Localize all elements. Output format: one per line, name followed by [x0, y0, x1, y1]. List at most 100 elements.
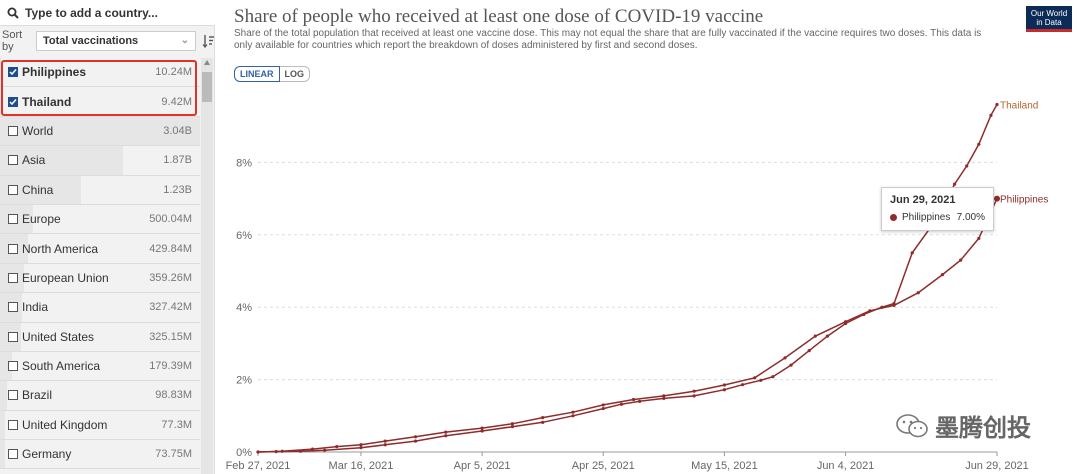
data-point [722, 383, 727, 387]
search-box[interactable] [0, 0, 215, 26]
data-point [541, 416, 545, 420]
data-point [335, 444, 339, 449]
data-point [280, 449, 284, 453]
data-point [740, 383, 745, 387]
country-row[interactable]: Germany 73.75M [0, 440, 200, 470]
country-row[interactable]: Brazil 98.83M [0, 381, 200, 411]
search-input[interactable] [25, 5, 205, 20]
country-row[interactable]: Asia 1.87B [0, 146, 200, 176]
country-row[interactable]: European Union 359.26M [0, 263, 200, 294]
country-checkbox[interactable] [8, 272, 18, 283]
country-name: United States [22, 329, 95, 344]
country-value: 9.42M [161, 95, 192, 108]
x-tick-label: Feb 27, 2021 [226, 460, 291, 472]
x-tick-label: Apr 25, 2021 [572, 460, 635, 472]
series-line [257, 104, 998, 453]
data-point [959, 258, 963, 262]
country-value: 327.42M [149, 301, 192, 314]
country-row[interactable]: World 3.04B [0, 116, 200, 147]
country-value: 73.75M [155, 448, 192, 461]
data-point [843, 321, 848, 326]
country-checkbox[interactable] [8, 449, 18, 460]
sort-label: Sort by [2, 29, 23, 53]
log-scale-button[interactable]: LOG [279, 66, 310, 82]
chart-subtitle: Share of the total population that recei… [234, 28, 982, 51]
data-point [862, 312, 866, 317]
tooltip-date: Jun 29, 2021 [890, 194, 956, 206]
country-name: Asia [22, 153, 46, 168]
country-checkbox[interactable] [8, 243, 18, 254]
linear-scale-button[interactable]: LINEAR [234, 66, 280, 82]
data-point [759, 378, 763, 382]
country-row[interactable]: North America 429.84M [0, 234, 200, 264]
data-point [783, 356, 787, 360]
scroll-up-arrow-icon[interactable] [204, 60, 210, 65]
series-end-label: Philippines [1000, 195, 1048, 206]
country-value: 325.15M [149, 330, 192, 343]
y-tick-label: 0% [236, 447, 252, 459]
data-point [753, 376, 757, 380]
data-point [631, 397, 636, 402]
country-name: World [22, 123, 54, 138]
data-point [256, 450, 260, 454]
data-point [977, 142, 981, 146]
x-tick-label: Mar 16, 2021 [329, 460, 394, 472]
country-row[interactable]: China 1.23B [0, 175, 200, 205]
data-point [807, 349, 811, 353]
data-point [298, 449, 303, 453]
y-tick-label: 8% [236, 157, 252, 169]
data-point [995, 197, 999, 201]
scroll-thumb[interactable] [202, 72, 212, 102]
data-point [383, 443, 387, 447]
value-bar [0, 58, 1, 87]
country-checkbox[interactable] [8, 390, 18, 401]
country-checkbox[interactable] [8, 302, 18, 313]
scale-toggle: LINEAR LOG [234, 66, 310, 82]
country-row[interactable]: Europe 500.04M [0, 204, 200, 235]
data-point [383, 439, 387, 443]
country-name: China [22, 182, 54, 197]
country-checkbox[interactable] [8, 184, 18, 195]
list-scrollbar[interactable] [201, 58, 213, 474]
data-point [940, 273, 945, 277]
data-point [510, 422, 515, 426]
country-row[interactable]: United Kingdom 77.3M [0, 410, 200, 441]
country-checkbox[interactable] [8, 331, 18, 342]
country-row[interactable]: Thailand 9.42M [0, 87, 200, 117]
country-checkbox[interactable] [8, 214, 18, 225]
country-value: 1.23B [163, 183, 192, 196]
data-point [359, 443, 363, 447]
hover-tooltip: Jun 29, 2021 Philippines 7.00% [881, 187, 994, 231]
country-row[interactable]: South America 179.39M [0, 351, 200, 382]
country-row[interactable]: Philippines 10.24M [0, 58, 200, 88]
data-point [813, 334, 817, 338]
country-row[interactable]: United States 325.15M [0, 322, 200, 352]
data-point [825, 334, 829, 338]
country-checkbox[interactable] [8, 67, 18, 78]
data-point [977, 236, 981, 241]
country-value: 77.3M [161, 418, 192, 431]
sort-select[interactable]: Total vaccinations ⌄ [36, 31, 196, 51]
country-checkbox[interactable] [8, 361, 18, 372]
data-point [771, 375, 775, 379]
country-checkbox[interactable] [8, 96, 18, 107]
y-tick-label: 2% [236, 375, 252, 387]
data-point [692, 389, 696, 393]
data-point [692, 394, 696, 398]
sort-direction-icon[interactable] [202, 34, 215, 48]
sort-bar: Sort by Total vaccinations ⌄ [0, 29, 215, 53]
country-value: 359.26M [149, 271, 192, 284]
country-checkbox[interactable] [8, 155, 18, 166]
value-bar [0, 410, 6, 440]
country-row[interactable]: India 327.42M [0, 293, 200, 323]
country-checkbox[interactable] [8, 125, 18, 136]
data-point [910, 251, 914, 255]
country-checkbox[interactable] [8, 419, 18, 430]
data-point [995, 102, 999, 107]
country-name: Europe [22, 212, 61, 227]
value-bar [0, 381, 7, 410]
owid-logo[interactable]: Our World in Data [1026, 6, 1072, 32]
data-point [413, 439, 418, 443]
tooltip-value: 7.00% [956, 212, 985, 223]
data-point [916, 291, 920, 295]
